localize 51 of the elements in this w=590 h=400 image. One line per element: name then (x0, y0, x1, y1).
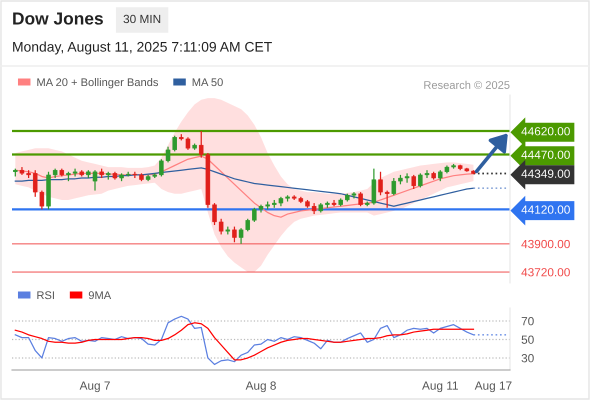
y-tick-label: 43720.00 (521, 268, 570, 276)
candlestick (52, 168, 58, 179)
legend-label: 9MA (88, 291, 112, 300)
candlestick (232, 226, 237, 243)
text: 30 MIN (124, 14, 160, 24)
y-tick-label: 43900.00 (521, 240, 570, 248)
candlestick (318, 202, 324, 214)
candlestick (226, 226, 230, 236)
x-tick-label: Aug 17 (474, 382, 512, 392)
legend-label: RSI (37, 291, 54, 300)
candlestick (198, 130, 204, 158)
chart-title: Dow Jones (13, 12, 103, 25)
candlestick (384, 190, 390, 208)
y-tick-label: 44620.00 (521, 127, 570, 136)
y-tick-label: 44470.00 (521, 150, 570, 159)
candlestick (418, 172, 423, 188)
candlestick (40, 190, 44, 210)
candlestick (186, 136, 190, 150)
x-tick-label: Aug 11 (422, 382, 458, 392)
legend-label: MA 20 + Bollinger Bands (37, 78, 158, 88)
line-series (14, 167, 474, 207)
candlestick (238, 228, 244, 244)
candlestick (372, 168, 376, 206)
candlestick (265, 200, 270, 210)
legend-label: MA 50 (192, 78, 223, 86)
chart-subtitle: Monday, August 11, 2025 7:11:09 AM CET (13, 42, 272, 54)
y-tick-label: 70 (522, 316, 534, 326)
line-series (14, 322, 474, 360)
y-tick-label: 50 (522, 335, 534, 344)
line-series (14, 316, 474, 366)
y-tick-label: 30 (522, 354, 534, 362)
candlestick (438, 170, 443, 182)
candlestick (411, 174, 416, 190)
candlestick (172, 135, 177, 152)
x-tick-label: Aug 8 (246, 381, 276, 392)
text: Research © 2025 (424, 80, 510, 89)
y-tick-label: 44120.00 (521, 205, 570, 214)
candlestick (392, 177, 396, 196)
candlestick (358, 192, 363, 207)
candlestick (272, 199, 277, 208)
candlestick (218, 218, 224, 236)
candlestick (252, 207, 257, 223)
candlestick (99, 168, 104, 179)
candlestick (32, 170, 38, 198)
candlestick (378, 171, 383, 196)
candlestick (13, 168, 18, 178)
line-series (14, 155, 474, 218)
x-tick-label: Aug 7 (80, 382, 110, 392)
y-tick-label: 44349.00 (521, 170, 570, 178)
candlestick (92, 170, 98, 192)
candlestick (245, 218, 250, 232)
